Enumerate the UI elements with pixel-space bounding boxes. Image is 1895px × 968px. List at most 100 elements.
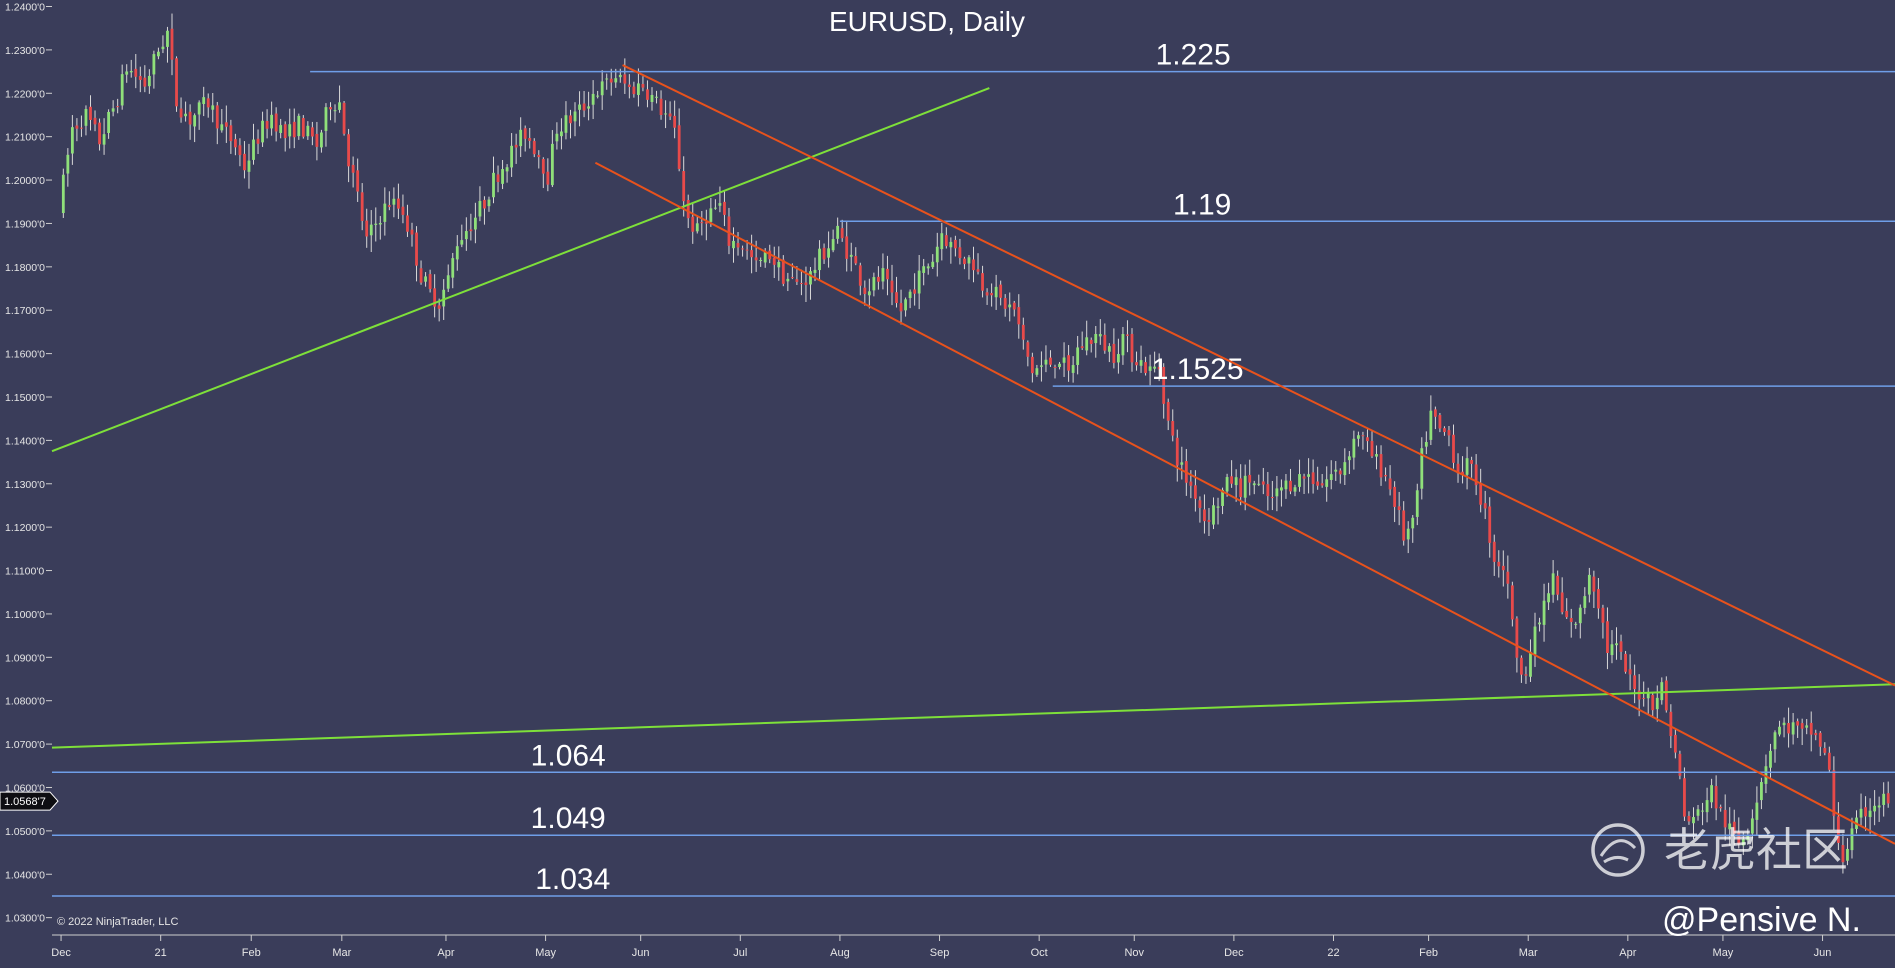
candle-up xyxy=(713,207,717,209)
candle-down xyxy=(1361,435,1365,437)
y-tick-label: 1.1600'0 xyxy=(5,349,45,361)
chart-title: EURUSD, Daily xyxy=(829,6,1025,37)
candle-up xyxy=(111,108,115,112)
candle-up xyxy=(1280,487,1283,491)
candle-up xyxy=(1085,337,1089,351)
candle-up xyxy=(917,270,921,294)
candle-up xyxy=(1646,693,1650,699)
candle-up xyxy=(492,172,495,198)
candle-up xyxy=(1574,623,1578,625)
candle-up xyxy=(1212,505,1215,525)
candle-up xyxy=(1148,366,1152,371)
y-tick-label: 1.1700'0 xyxy=(5,305,45,317)
candle-down xyxy=(840,228,844,239)
x-tick-label: 22 xyxy=(1327,947,1339,959)
candle-up xyxy=(967,257,971,264)
candle-down xyxy=(1664,680,1668,711)
candle-down xyxy=(958,247,962,259)
candle-down xyxy=(1723,809,1727,828)
current-price-label: 1.0568'7 xyxy=(4,796,46,808)
candle-down xyxy=(677,125,681,169)
candle-up xyxy=(451,258,455,278)
candle-up xyxy=(1533,626,1537,655)
candle-up xyxy=(1420,448,1424,489)
candle-down xyxy=(691,216,695,232)
candle-up xyxy=(1071,365,1075,373)
x-tick-label: May xyxy=(1713,947,1734,959)
candle-down xyxy=(1026,342,1030,357)
candle-down xyxy=(1130,333,1134,363)
candle-down xyxy=(80,127,83,129)
candle-down xyxy=(985,292,989,296)
candle-down xyxy=(283,124,287,139)
candle-down xyxy=(514,144,518,148)
candle-up xyxy=(424,276,427,282)
candle-up xyxy=(66,154,70,174)
candle-up xyxy=(333,110,337,112)
candle-down xyxy=(1203,509,1206,522)
candle-down xyxy=(1289,480,1292,492)
candle-down xyxy=(1338,470,1342,475)
candle-up xyxy=(763,251,767,263)
candle-down xyxy=(401,206,405,215)
candle-up xyxy=(1465,458,1469,475)
candle-down xyxy=(1393,486,1397,507)
candle-down xyxy=(1687,815,1691,822)
candle-up xyxy=(809,271,812,285)
candle-down xyxy=(1714,786,1718,809)
candle-up xyxy=(297,115,301,137)
candle-down xyxy=(682,171,686,202)
candle-up xyxy=(442,289,446,307)
candle-down xyxy=(523,128,527,139)
candle-down xyxy=(179,108,183,118)
candle-up xyxy=(1293,487,1297,492)
candle-up xyxy=(573,111,577,122)
candle-down xyxy=(360,192,364,221)
candle-down xyxy=(301,118,305,137)
candle-up xyxy=(560,131,563,137)
y-tick-label: 1.2200'0 xyxy=(5,88,45,100)
candle-down xyxy=(483,199,486,209)
candle-down xyxy=(745,249,749,251)
candle-down xyxy=(700,222,704,224)
candle-down xyxy=(623,74,627,84)
tiger-logo-icon xyxy=(1591,823,1645,877)
candle-up xyxy=(1117,354,1120,363)
candle-down xyxy=(1320,483,1324,486)
candle-up xyxy=(1542,600,1546,625)
candle-down xyxy=(1316,481,1320,486)
candle-down xyxy=(93,117,97,125)
candle-down xyxy=(75,125,79,129)
candle-up xyxy=(949,241,953,248)
candle-down xyxy=(1628,669,1632,675)
candle-up xyxy=(1415,490,1419,517)
trendline-green-rising-support xyxy=(51,87,990,453)
candle-down xyxy=(781,259,785,284)
candle-up xyxy=(1587,574,1591,595)
candle-down xyxy=(822,247,826,260)
candle-down xyxy=(1397,506,1401,511)
candle-down xyxy=(116,106,120,108)
candle-up xyxy=(261,120,264,143)
candle-down xyxy=(1379,454,1383,478)
candle-up xyxy=(849,254,853,257)
candle-down xyxy=(1520,657,1523,675)
candle-down xyxy=(1624,653,1627,672)
candle-down xyxy=(886,268,889,280)
candle-up xyxy=(1058,363,1061,368)
candle-down xyxy=(1886,793,1890,804)
candle-up xyxy=(1769,750,1772,768)
watermark: 老虎社区 xyxy=(1591,823,1848,877)
y-tick-label: 1.1100'0 xyxy=(5,566,44,578)
candle-up xyxy=(1325,479,1329,487)
candle-up xyxy=(1406,528,1410,540)
candle-down xyxy=(433,288,437,307)
candle-up xyxy=(1275,488,1279,497)
candle-up xyxy=(1882,793,1886,805)
candle-down xyxy=(673,115,677,128)
candle-up xyxy=(836,225,840,239)
candle-down xyxy=(1619,641,1623,652)
candle-down xyxy=(1836,816,1840,843)
candle-down xyxy=(727,216,731,246)
candle-down xyxy=(1135,362,1138,366)
